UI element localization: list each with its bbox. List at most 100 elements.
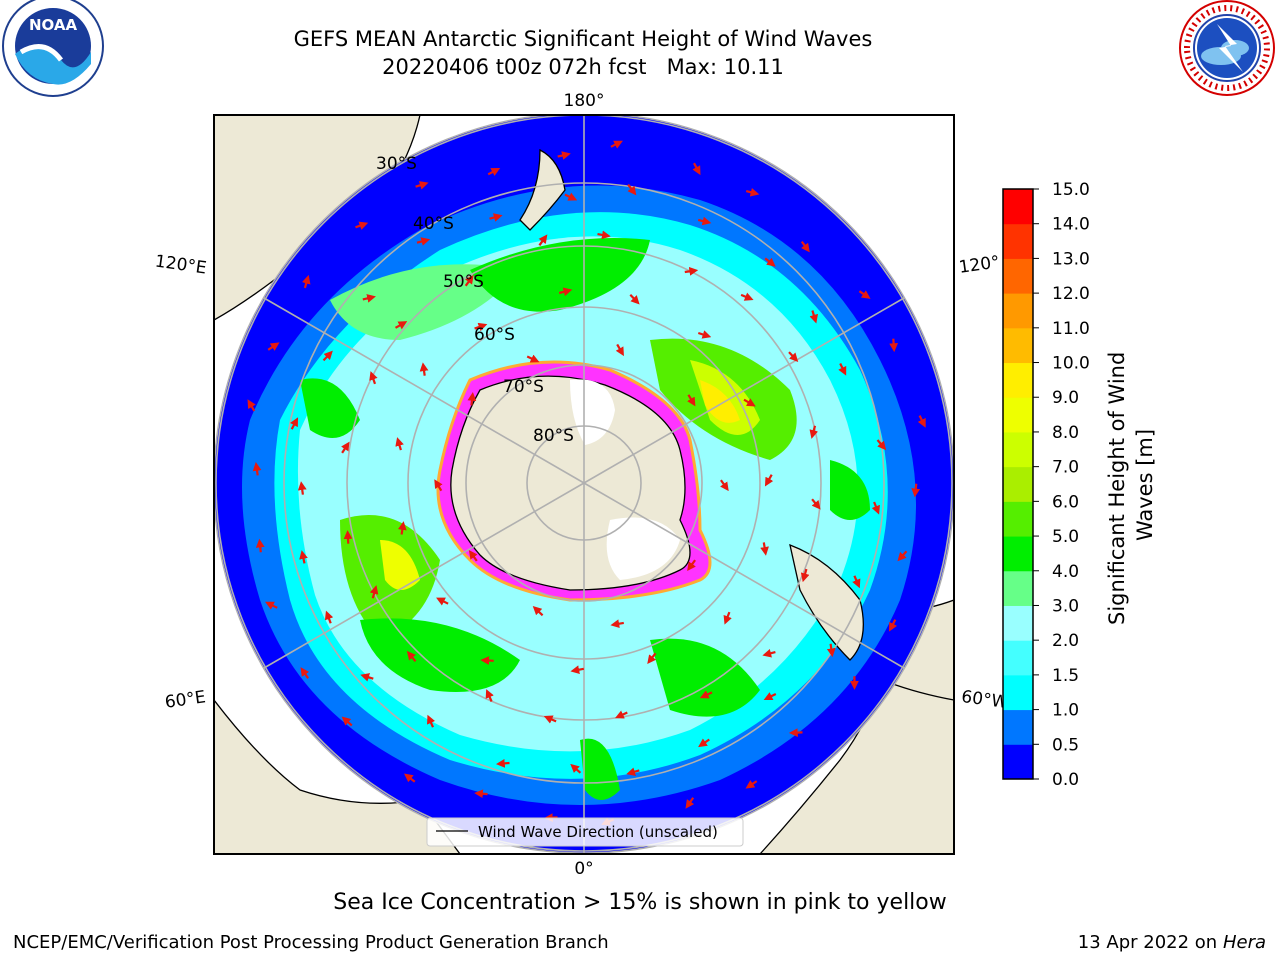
- footer-host: Hera: [1222, 932, 1266, 953]
- wind-wave-arrow: [404, 773, 416, 783]
- wind-wave-arrow: [745, 780, 758, 789]
- wind-wave-arrow: [720, 479, 729, 492]
- wind-wave-arrow: [627, 183, 637, 196]
- wind-wave-arrow: [697, 216, 712, 226]
- wind-wave-arrow: [360, 673, 374, 682]
- chart-subtitle: 20220406 t00z 072h fcst Max: 10.11: [382, 55, 784, 79]
- wind-wave-arrow: [800, 240, 810, 253]
- graticule: [215, 115, 953, 853]
- wind-wave-arrow: [687, 559, 696, 572]
- colorbar-swatch: [1003, 501, 1033, 537]
- wind-wave-arrow: [489, 213, 503, 222]
- wind-wave-arrow: [474, 322, 488, 332]
- colorbar-swatch: [1003, 431, 1033, 468]
- colorbar-swatch: [1003, 605, 1033, 641]
- wind-wave-arrow: [760, 542, 769, 556]
- wind-wave-arrow: [699, 690, 713, 699]
- wind-wave-arrow: [876, 439, 887, 451]
- colorbar-swatch: [1003, 189, 1033, 225]
- colorbar-tick-label: 4.0: [1052, 562, 1079, 582]
- noaa-logo: NOAA: [2, 0, 104, 97]
- wind-wave-arrow: [299, 550, 308, 564]
- wind-wave-arrow: [252, 462, 262, 476]
- wind-wave-arrow: [290, 417, 299, 430]
- lon-label-top: 180°: [564, 91, 605, 111]
- colorbar-tick-label: 12.0: [1052, 284, 1090, 304]
- colorbar-label: Significant Height of Wind Waves [m]: [1105, 345, 1157, 625]
- wind-wave-arrow: [485, 689, 494, 702]
- wind-wave-arrow: [558, 287, 573, 297]
- wind-wave-arrow: [369, 371, 378, 385]
- wind-wave-arrow: [557, 151, 571, 160]
- wind-wave-arrow: [615, 343, 624, 357]
- wind-wave-arrow: [610, 619, 624, 629]
- colorbar-swatch: [1003, 362, 1033, 398]
- wind-wave-arrow: [826, 643, 836, 658]
- wind-wave-arrow: [723, 611, 732, 625]
- wind-wave-arrow: [685, 797, 695, 809]
- wind-wave-arrow: [265, 601, 278, 610]
- wind-wave-arrow: [800, 568, 810, 583]
- colorbar-tick-label: 13.0: [1052, 249, 1090, 269]
- wind-wave-arrow: [394, 321, 408, 330]
- wind-wave-arrow: [322, 350, 333, 362]
- wind-wave-arrow: [468, 549, 478, 562]
- colorbar-swatch: [1003, 709, 1033, 745]
- wind-wave-arrow: [297, 481, 307, 495]
- colorbar-swatch: [1003, 397, 1033, 433]
- colorbar-swatch: [1003, 293, 1033, 329]
- wind-wave-arrow: [697, 330, 712, 339]
- wind-wave-arrow: [464, 274, 474, 287]
- wind-wave-arrow: [419, 362, 429, 376]
- colorbar-swatch: [1003, 744, 1033, 780]
- wind-wave-arrow: [436, 597, 449, 606]
- wind-wave-arrow: [564, 192, 578, 201]
- wind-wave-arrow: [397, 521, 407, 535]
- sea-ice-caption: Sea Ice Concentration > 15% is shown in …: [333, 890, 947, 915]
- colorbar-swatch: [1003, 223, 1033, 259]
- lat-label-40s: 40°S: [413, 214, 454, 234]
- wind-wave-arrow: [698, 738, 710, 748]
- wind-wave-arrow: [538, 234, 548, 246]
- nws-logo: [1179, 0, 1275, 96]
- colorbar-tick-label: 3.0: [1052, 596, 1079, 616]
- wind-wave-arrow: [610, 140, 623, 149]
- colorbar-tick-label: 0.5: [1052, 735, 1079, 755]
- wind-wave-arrow: [597, 230, 611, 240]
- colorbar-tick-label: 8.0: [1052, 423, 1079, 443]
- map-legend-label: Wind Wave Direction (unscaled): [478, 823, 718, 841]
- wind-wave-arrow: [395, 437, 404, 451]
- colorbar-swatch: [1003, 258, 1033, 294]
- wind-wave-arrow: [788, 351, 799, 362]
- colorbar-frame: [1002, 188, 1034, 780]
- wind-wave-arrow: [811, 498, 821, 510]
- wind-wave-arrow: [416, 237, 431, 246]
- wind-wave-arrow: [362, 294, 376, 303]
- wind-wave-arrow: [406, 650, 417, 663]
- wind-wave-arrow: [743, 398, 756, 407]
- colorbar-tick-label: 1.5: [1052, 666, 1079, 686]
- colorbar-tick-label: 7.0: [1052, 458, 1079, 478]
- wind-wave-arrow: [687, 394, 696, 407]
- colorbar-tick-label: 0.0: [1052, 770, 1079, 790]
- footer-date-text: 13 Apr 2022 on: [1077, 932, 1223, 953]
- wind-wave-arrow: [570, 665, 585, 675]
- wind-wave-arrow: [343, 530, 353, 544]
- wind-wave-arrow: [647, 652, 657, 664]
- colorbar-swatch: [1003, 536, 1033, 572]
- map-frame-border: [213, 114, 955, 855]
- wind-wave-arrow: [434, 479, 443, 492]
- colorbar-tick-label: 2.0: [1052, 631, 1079, 651]
- wind-wave-arrow: [255, 538, 265, 553]
- wind-wave-arrow: [267, 342, 280, 351]
- colorbar-tick-label: 1.0: [1052, 701, 1079, 721]
- wind-wave-arrow: [762, 649, 776, 658]
- colorbar-tick-label: 14.0: [1052, 215, 1090, 235]
- footer-date: 13 Apr 2022 on Hera: [1078, 932, 1266, 953]
- colorbar-swatch: [1003, 327, 1033, 364]
- wind-wave-arrow: [467, 392, 477, 406]
- lat-label-80s: 80°S: [533, 426, 574, 446]
- wind-wave-arrow: [487, 167, 501, 176]
- noaa-logo-text: NOAA: [29, 16, 78, 34]
- wind-wave-arrow: [871, 501, 880, 515]
